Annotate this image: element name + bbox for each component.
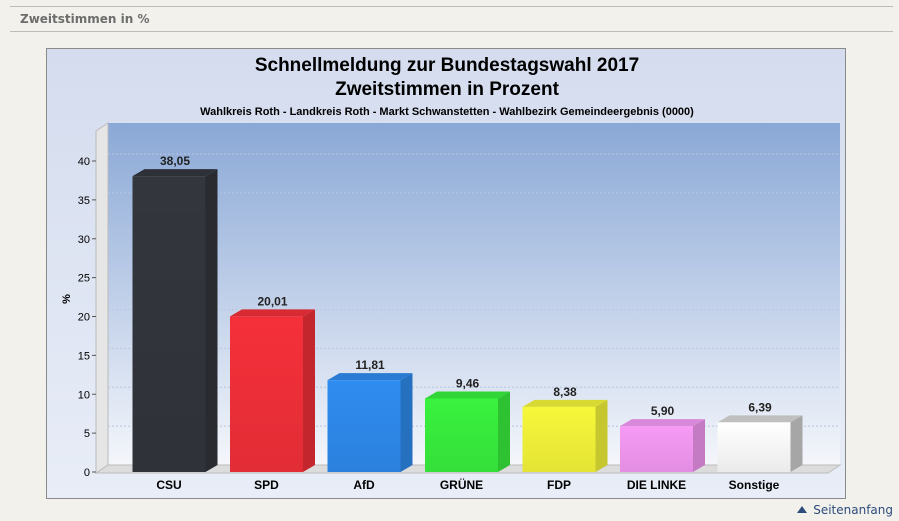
bar-grüne xyxy=(425,391,510,472)
bar-side xyxy=(303,309,315,472)
bar-side xyxy=(790,415,803,472)
arrow-up-icon xyxy=(797,505,808,513)
bar-top xyxy=(717,415,803,423)
bar-shade xyxy=(522,406,596,472)
section-title: Zweitstimmen in % xyxy=(20,12,150,26)
bar-shade xyxy=(620,426,693,472)
bar-top xyxy=(620,419,705,427)
data-label: 11,81 xyxy=(355,358,385,372)
bar-csu xyxy=(132,169,218,472)
plot-left-wall xyxy=(95,122,109,474)
bar-top xyxy=(230,309,315,317)
y-tick-label: 25 xyxy=(78,273,90,285)
bar-top xyxy=(522,399,608,407)
bar-shade xyxy=(327,380,401,472)
x-tick-label: AfD xyxy=(353,478,375,492)
data-label: 6,39 xyxy=(748,400,772,414)
x-tick-label: Sonstige xyxy=(729,478,780,492)
bar-top xyxy=(327,373,413,381)
bar-side xyxy=(595,399,608,472)
data-label: 9,46 xyxy=(456,376,480,390)
y-tick-label: 0 xyxy=(84,467,90,479)
bar-afd xyxy=(327,373,413,472)
bar-sonstige xyxy=(717,415,803,472)
x-tick-label: GRÜNE xyxy=(440,477,483,492)
y-tick-label: 35 xyxy=(78,195,90,207)
bars: 38,05 20,01 11,81 9,46 8,38 5,90 6,39 xyxy=(132,154,803,472)
bar-top xyxy=(132,169,218,177)
x-tick-label: SPD xyxy=(254,478,279,492)
back-to-top-link[interactable]: Seitenanfang xyxy=(797,503,893,517)
x-axis: CSU SPD AfD GRÜNE FDP DIE LINKE Sonstige xyxy=(156,477,779,492)
x-tick-label: FDP xyxy=(547,478,571,492)
bar-spd xyxy=(230,309,315,472)
data-label: 5,90 xyxy=(651,404,675,418)
bar-side xyxy=(400,373,413,472)
bar-die-linke xyxy=(620,419,705,472)
x-tick-label: CSU xyxy=(156,478,181,492)
chart-subtitle: Zweitstimmen in Prozent xyxy=(335,79,559,100)
chart-caption: Wahlkreis Roth - Landkreis Roth - Markt … xyxy=(200,106,694,118)
bar-fdp xyxy=(522,399,608,472)
bar-side xyxy=(205,169,218,472)
y-axis-label: % xyxy=(61,294,73,304)
chart-container: 0 5 10 15 20 25 30 35 40 38,05 20,01 11,81 9,46 8,38… xyxy=(46,48,846,499)
y-tick-label: 5 xyxy=(84,428,90,440)
bar-side xyxy=(693,419,705,472)
bar-top xyxy=(425,391,510,399)
y-tick-label: 20 xyxy=(78,312,90,324)
data-label: 20,01 xyxy=(257,294,287,308)
bar-shade xyxy=(717,422,791,472)
bar-chart: 0 5 10 15 20 25 30 35 40 38,05 20,01 11,81 9,46 8,38… xyxy=(61,55,842,492)
y-axis: 0 5 10 15 20 25 30 35 40 xyxy=(78,156,96,479)
bar-shade xyxy=(425,398,498,472)
x-tick-label: DIE LINKE xyxy=(627,478,686,492)
y-tick-label: 15 xyxy=(78,350,90,362)
data-label: 8,38 xyxy=(553,385,577,399)
bar-side xyxy=(498,391,510,472)
back-to-top-label: Seitenanfang xyxy=(813,503,893,517)
y-tick-label: 30 xyxy=(78,234,90,246)
section-header: Zweitstimmen in % xyxy=(10,6,893,32)
data-label: 38,05 xyxy=(160,154,190,168)
y-tick-label: 40 xyxy=(78,156,90,168)
chart-title: Schnellmeldung zur Bundestagswahl 2017 xyxy=(255,55,639,76)
bar-shade xyxy=(230,316,303,472)
y-tick-label: 10 xyxy=(78,389,90,401)
bar-shade xyxy=(132,176,206,472)
